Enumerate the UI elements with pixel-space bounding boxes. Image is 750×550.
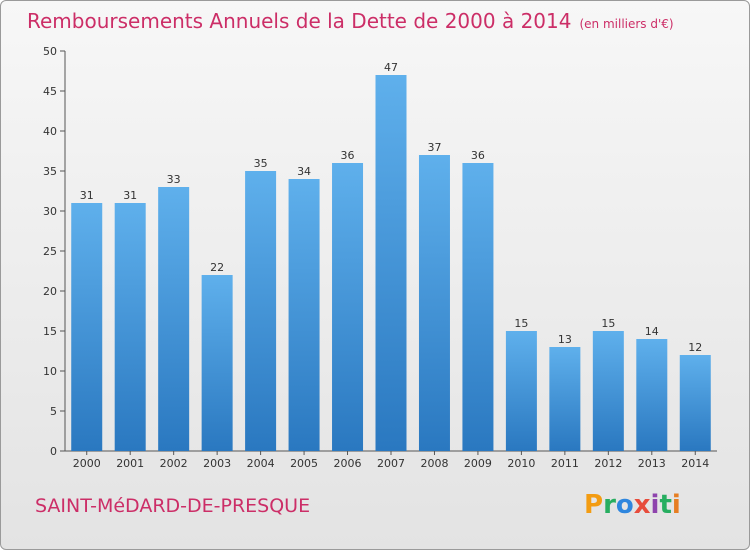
bar (71, 203, 103, 451)
data-label: 22 (210, 261, 224, 274)
x-tick-label: 2005 (290, 457, 318, 470)
x-tick-label: 2002 (160, 457, 188, 470)
x-tick-label: 2006 (334, 457, 362, 470)
bar (592, 331, 624, 451)
data-label: 31 (123, 189, 137, 202)
data-label: 31 (80, 189, 94, 202)
y-tick-label: 10 (43, 365, 57, 378)
data-label: 14 (645, 325, 659, 338)
y-tick-label: 20 (43, 285, 57, 298)
x-tick-label: 2009 (464, 457, 492, 470)
x-tick-label: 2008 (420, 457, 448, 470)
bar (158, 187, 190, 451)
bar (288, 179, 320, 451)
bar (679, 355, 711, 451)
data-label: 47 (384, 61, 398, 74)
data-label: 13 (558, 333, 572, 346)
x-tick-label: 2010 (507, 457, 535, 470)
y-tick-label: 5 (50, 405, 57, 418)
y-tick-label: 40 (43, 125, 57, 138)
y-tick-label: 50 (43, 45, 57, 58)
logo-letter: P (584, 490, 604, 520)
bar (245, 171, 277, 451)
logo-letter: o (615, 490, 634, 520)
data-label: 33 (167, 173, 181, 186)
x-tick-label: 2000 (73, 457, 101, 470)
bar (505, 331, 537, 451)
y-tick-label: 35 (43, 165, 57, 178)
bar (201, 275, 233, 451)
data-label: 35 (254, 157, 268, 170)
city-name: SAINT-MéDARD-DE-PRESQUE (35, 495, 311, 517)
x-tick-label: 2011 (551, 457, 579, 470)
x-tick-label: 2001 (116, 457, 144, 470)
logo-letter: i (671, 490, 681, 520)
title-text: Remboursements Annuels de la Dette de 20… (27, 9, 572, 33)
bar (375, 75, 407, 451)
x-tick-label: 2004 (247, 457, 275, 470)
data-label: 15 (601, 317, 615, 330)
y-tick-label: 30 (43, 205, 57, 218)
data-label: 36 (341, 149, 355, 162)
data-label: 12 (688, 341, 702, 354)
x-tick-label: 2007 (377, 457, 405, 470)
y-tick-label: 45 (43, 85, 57, 98)
data-label: 36 (471, 149, 485, 162)
proxiti-logo: Proxiti (584, 490, 681, 520)
bar (114, 203, 146, 451)
x-tick-label: 2014 (681, 457, 709, 470)
bar (418, 155, 450, 451)
data-label: 15 (514, 317, 528, 330)
chart-title: Remboursements Annuels de la Dette de 20… (27, 9, 674, 33)
logo-letter: i (650, 490, 660, 520)
x-tick-label: 2003 (203, 457, 231, 470)
bar (462, 163, 494, 451)
logo-letter: x (633, 490, 651, 520)
y-tick-label: 25 (43, 245, 57, 258)
x-tick-label: 2013 (638, 457, 666, 470)
x-tick-label: 2012 (594, 457, 622, 470)
bar (332, 163, 364, 451)
unit-label: (en milliers d'€) (579, 17, 674, 31)
logo-letter: r (603, 490, 616, 520)
y-tick-label: 0 (50, 445, 57, 458)
bar (636, 339, 668, 451)
bar (549, 347, 581, 451)
y-tick-label: 15 (43, 325, 57, 338)
data-label: 37 (427, 141, 441, 154)
data-label: 34 (297, 165, 311, 178)
logo-letter: t (659, 490, 672, 520)
